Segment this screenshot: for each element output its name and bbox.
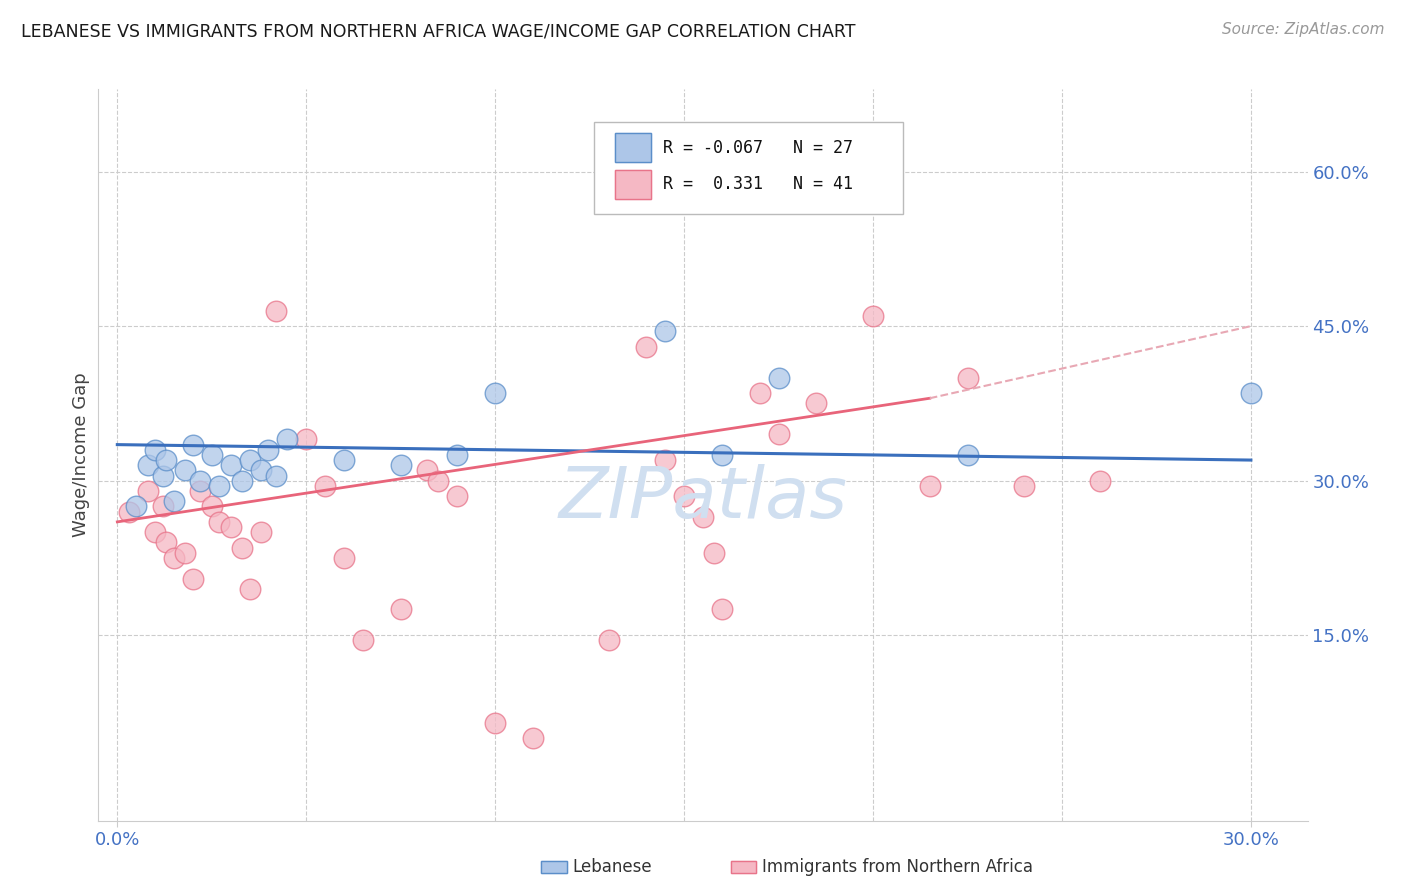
Y-axis label: Wage/Income Gap: Wage/Income Gap (72, 373, 90, 537)
Point (208, 515, 231, 529)
Bar (614, 133, 651, 162)
Point (163, 494, 186, 508)
Point (295, 433, 318, 447)
Point (257, 442, 280, 457)
Point (333, 453, 356, 467)
Point (352, 633, 374, 648)
Point (174, 463, 197, 477)
Point (152, 468, 174, 483)
Point (654, 324, 676, 338)
Point (484, 386, 506, 401)
Point (125, 500, 148, 514)
Point (174, 546, 197, 560)
Text: ZIPatlas: ZIPatlas (558, 465, 848, 533)
Point (862, 309, 884, 323)
Point (703, 546, 725, 560)
Point (484, 715, 506, 730)
Text: LEBANESE VS IMMIGRANTS FROM NORTHERN AFRICA WAGE/INCOME GAP CORRELATION CHART: LEBANESE VS IMMIGRANTS FROM NORTHERN AFR… (21, 22, 856, 40)
Point (219, 520, 242, 534)
Point (231, 474, 253, 488)
Point (181, 437, 204, 451)
Point (231, 541, 253, 555)
Bar (614, 169, 651, 199)
Point (314, 479, 336, 493)
Point (748, 386, 770, 401)
Point (598, 633, 620, 648)
Point (250, 463, 273, 477)
Text: Source: ZipAtlas.com: Source: ZipAtlas.com (1222, 22, 1385, 37)
Point (208, 479, 231, 493)
Point (673, 489, 696, 503)
Point (250, 525, 273, 540)
Point (152, 500, 174, 514)
Point (710, 602, 733, 616)
Point (446, 489, 468, 503)
Point (201, 500, 224, 514)
Point (155, 453, 177, 467)
Point (276, 433, 298, 447)
Point (333, 550, 356, 565)
Point (118, 505, 141, 519)
Point (163, 550, 186, 565)
Point (710, 448, 733, 462)
Point (416, 463, 439, 477)
Point (190, 474, 212, 488)
Point (806, 396, 828, 410)
Point (956, 370, 979, 384)
Point (264, 303, 287, 318)
Point (264, 468, 287, 483)
Point (143, 442, 166, 457)
Text: R = -0.067   N = 27: R = -0.067 N = 27 (664, 139, 853, 157)
Bar (614, 169, 651, 199)
Point (155, 535, 177, 549)
Point (143, 525, 166, 540)
Point (181, 572, 204, 586)
Point (692, 509, 714, 524)
Point (219, 458, 242, 473)
Point (768, 427, 790, 442)
Point (239, 453, 262, 467)
Point (190, 483, 212, 498)
Point (427, 474, 450, 488)
Point (1240, 386, 1263, 401)
Bar (614, 133, 651, 162)
Point (446, 448, 468, 462)
Point (522, 731, 544, 746)
Text: R =  0.331   N = 41: R = 0.331 N = 41 (664, 176, 853, 194)
Point (918, 479, 941, 493)
Point (1088, 474, 1111, 488)
Point (1012, 479, 1035, 493)
Text: Immigrants from Northern Africa: Immigrants from Northern Africa (762, 858, 1033, 876)
Text: Lebanese: Lebanese (572, 858, 652, 876)
Point (136, 483, 159, 498)
FancyBboxPatch shape (595, 122, 903, 213)
Point (201, 448, 224, 462)
Point (136, 458, 159, 473)
Point (636, 340, 658, 354)
Point (239, 582, 262, 596)
Point (956, 448, 979, 462)
Point (768, 370, 790, 384)
Point (654, 453, 676, 467)
Point (389, 602, 412, 616)
Point (389, 458, 412, 473)
